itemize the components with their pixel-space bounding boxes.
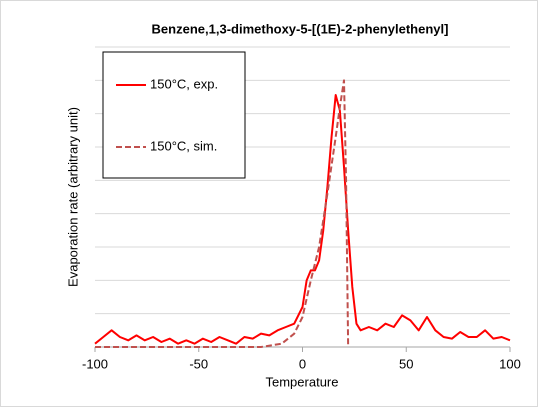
data-line [95,79,350,348]
x-tick-label: 0 [299,356,306,371]
x-tick-label: -100 [82,356,108,371]
legend-label: 150°C, exp. [150,76,218,91]
y-axis-label: Evaporation rate (arbitrary unit) [65,107,80,287]
legend-label: 150°C, sim. [150,138,217,153]
legend-box [102,51,246,179]
chart-title: Benzene,1,3-dimethoxy-5-[(1E)-2-phenylet… [152,21,449,36]
x-tick-label: -50 [189,356,208,371]
data-line [94,94,511,345]
x-tick-label: 100 [499,356,521,371]
x-axis-label: Temperature [266,374,339,389]
x-tick-label: 50 [399,356,413,371]
